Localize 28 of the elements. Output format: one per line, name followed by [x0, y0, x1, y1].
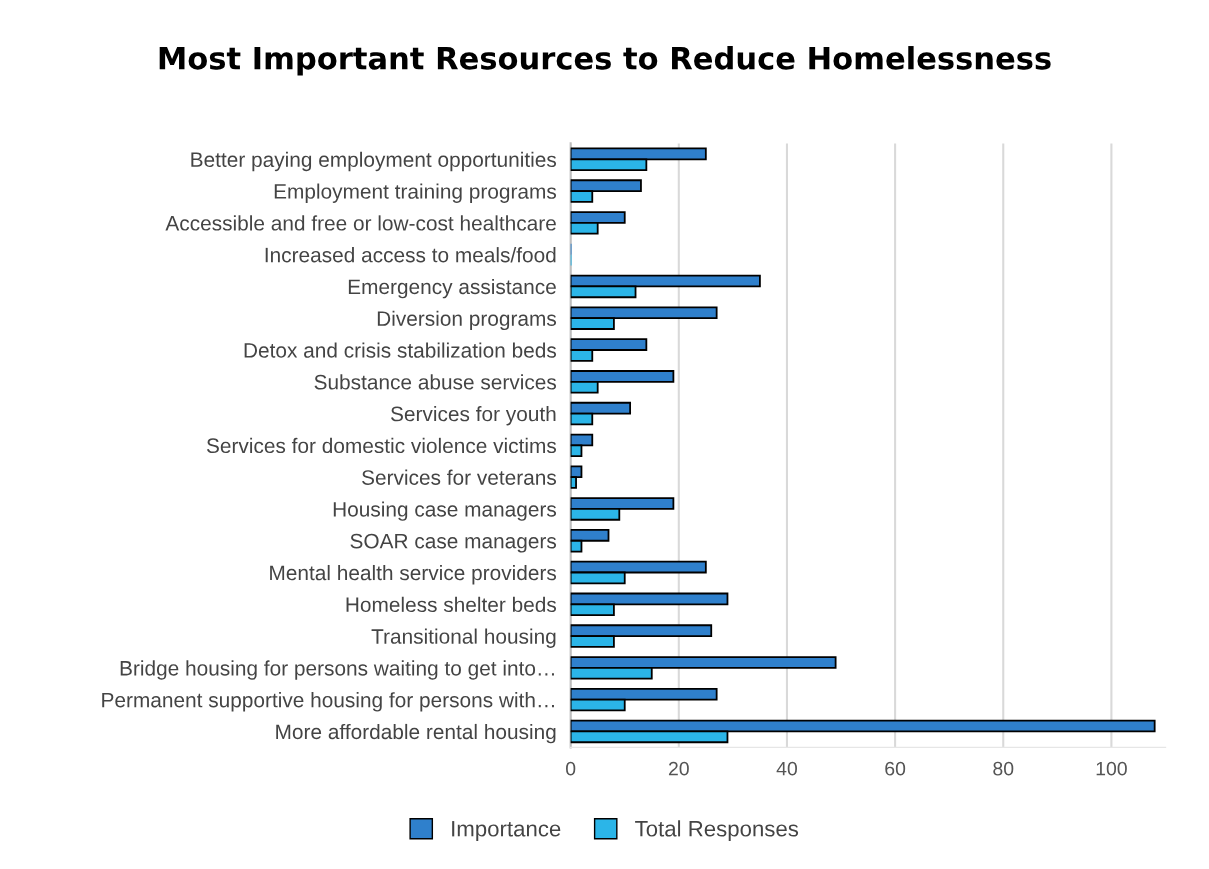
x-tick-label: 0: [566, 761, 576, 776]
y-tick-label: Diversion programs: [377, 310, 557, 331]
x-tick-label: 20: [668, 761, 689, 776]
y-tick-label: Mental health service providers: [270, 564, 557, 585]
chart-title: Most Important Resources to Reduce Homelessness: [159, 46, 1051, 76]
legend-label: Total Responses: [635, 820, 799, 841]
y-tick-label: Permanent supportive housing for persons with…: [102, 692, 554, 712]
x-tick-label: 100: [1096, 761, 1127, 776]
y-tick-label: More affordable rental housing: [276, 723, 556, 744]
x-tick-label: 60: [885, 761, 906, 776]
y-tick-label: Transitional housing: [371, 628, 556, 648]
y-tick-label: Substance abuse services: [314, 374, 557, 390]
x-tick-label: 80: [993, 761, 1014, 776]
y-tick-label: SOAR case managers: [350, 533, 557, 553]
y-tick-label: Emergency assistance: [348, 278, 556, 299]
y-tick-label: Employment training programs: [274, 183, 557, 203]
y-tick-label: Accessible and free or low-cost healthcare: [165, 215, 556, 231]
y-tick-label: Better paying employment opportunities: [191, 151, 557, 172]
y-tick-label: Services for youth: [390, 406, 556, 426]
y-tick-label: Homeless shelter beds: [346, 596, 557, 613]
y-tick-label: Increased access to meals/food: [265, 247, 556, 263]
y-tick-label: Services for veterans: [362, 469, 557, 485]
legend-label: Importance: [452, 821, 561, 841]
y-tick-label: Housing case managers: [333, 501, 557, 521]
y-tick-label: Bridge housing for persons waiting to get into…: [120, 660, 554, 680]
y-tick-label: Services for domestic violence victims: [206, 437, 557, 454]
x-tick-label: 40: [776, 761, 797, 776]
y-tick-label: Detox and crisis stabilization beds: [244, 342, 557, 358]
